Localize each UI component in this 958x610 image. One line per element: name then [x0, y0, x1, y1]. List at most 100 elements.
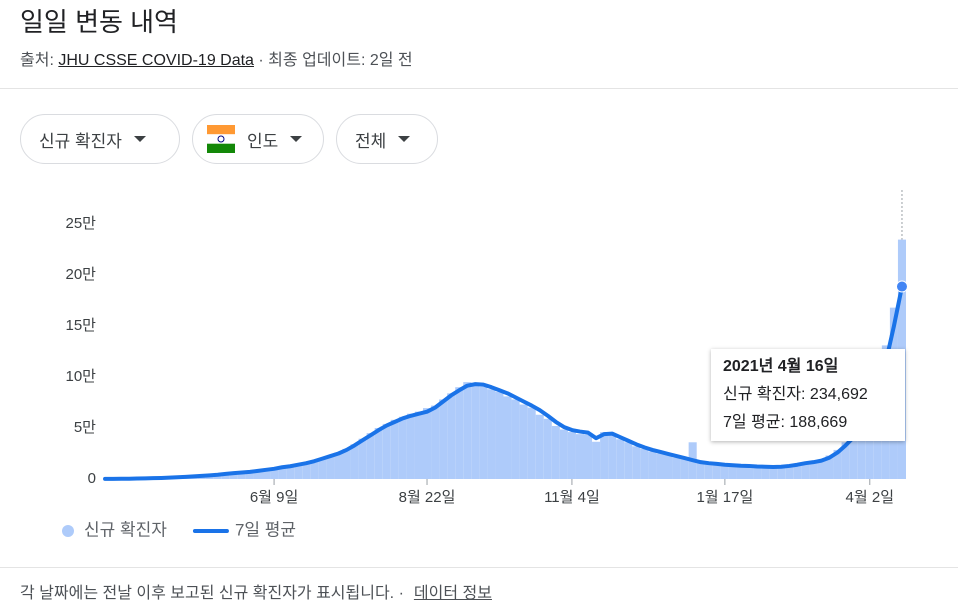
bar: [414, 411, 423, 479]
bar: [648, 451, 657, 479]
bar: [253, 470, 262, 479]
bar: [600, 432, 609, 479]
filter-label: 인도: [247, 131, 279, 151]
bar: [753, 466, 762, 479]
bar: [278, 466, 287, 479]
bar: [326, 455, 335, 479]
y-tick-label: 10만: [66, 368, 97, 385]
bar: [286, 465, 295, 479]
bar: [471, 383, 480, 479]
bar: [551, 425, 560, 479]
bar: [567, 432, 576, 479]
flag-icon: [207, 125, 235, 153]
filter-label: 전체: [355, 131, 387, 151]
bar: [294, 464, 303, 479]
bar: [398, 416, 407, 479]
bar: [374, 428, 383, 479]
bar: [736, 466, 745, 479]
bar: [543, 418, 552, 479]
y-tick-label: 20만: [66, 266, 97, 283]
bar: [575, 434, 584, 479]
bar: [229, 472, 238, 479]
bar: [672, 457, 681, 479]
bar: [463, 382, 472, 479]
bar: [559, 429, 568, 479]
source-link[interactable]: JHU CSSE COVID-19 Data: [58, 52, 254, 69]
bar: [865, 405, 874, 479]
bar: [519, 404, 528, 479]
bar: [664, 455, 673, 479]
bar: [793, 464, 802, 479]
updated: · 최종 업데이트: 2일 전: [258, 52, 413, 69]
divider: [0, 88, 958, 89]
bar: [221, 473, 230, 479]
caret: [398, 136, 411, 142]
source-label: 출처:: [20, 52, 54, 69]
bar: [761, 467, 770, 479]
bar: [479, 386, 488, 479]
bar: [366, 433, 375, 479]
legend-label: 7일 평균: [235, 520, 296, 539]
bar: [455, 387, 464, 479]
bar: [608, 435, 617, 479]
source-line: 출처: JHU CSSE COVID-19 Data · 최종 업데이트: 2일…: [20, 46, 413, 70]
bar: [592, 441, 601, 479]
metric-filter[interactable]: 신규 확진자: [20, 114, 180, 164]
legend-swatch: [62, 525, 74, 537]
bar: [382, 423, 391, 479]
tooltip-item: 신규 확진자: 234,692: [723, 386, 868, 403]
range-filter[interactable]: 전체: [336, 114, 438, 164]
bar: [857, 418, 866, 479]
bar: [423, 408, 432, 479]
y-tick-label: 5만: [74, 419, 96, 436]
bar: [680, 459, 689, 479]
bar: [262, 469, 271, 479]
bar: [841, 442, 850, 479]
bar: [777, 466, 786, 479]
bar: [825, 455, 834, 479]
bar: [447, 393, 456, 479]
x-tick-label: 6월 9일: [250, 489, 298, 506]
bar: [809, 461, 818, 479]
line: [103, 284, 904, 481]
bar: [245, 471, 254, 479]
x-tick-label: 8월 22일: [399, 489, 456, 506]
bar: [390, 419, 399, 479]
bar: [270, 467, 279, 479]
x-tick-label: 11월 4일: [544, 489, 600, 506]
caret: [290, 136, 303, 142]
bar: [406, 413, 415, 479]
bar: [817, 459, 826, 479]
caret: [133, 136, 146, 142]
bar: [431, 405, 440, 479]
bar: [632, 446, 641, 479]
footer-note: 각 날짜에는 전날 이후 보고된 신규 확진자가 표시됩니다. ·: [20, 585, 404, 602]
bar: [511, 399, 520, 479]
bar: [728, 465, 737, 479]
bar: [535, 414, 544, 479]
region-filter[interactable]: 인도: [192, 114, 324, 164]
bar: [584, 434, 593, 479]
bar: [342, 448, 351, 479]
bar: [487, 389, 496, 479]
bar: [503, 396, 512, 479]
bar: [616, 439, 625, 479]
bar: [696, 462, 705, 479]
y-tick-label: 15만: [66, 317, 97, 334]
bar: [656, 453, 665, 479]
card-title: 일일 변동 내역: [20, 7, 178, 37]
bar: [720, 465, 729, 479]
y-tick-label: 25만: [66, 215, 97, 232]
bar: [624, 442, 633, 479]
bar: [213, 474, 222, 479]
tooltip-title: 2021년 4월 16일: [723, 358, 839, 375]
bar: [745, 466, 754, 479]
bar: [849, 432, 858, 479]
bar: [439, 399, 448, 479]
bar: [310, 460, 319, 479]
bar: [704, 463, 713, 479]
bar: [712, 464, 721, 479]
footer-link[interactable]: 데이터 정보: [413, 585, 492, 602]
bar: [833, 449, 842, 479]
